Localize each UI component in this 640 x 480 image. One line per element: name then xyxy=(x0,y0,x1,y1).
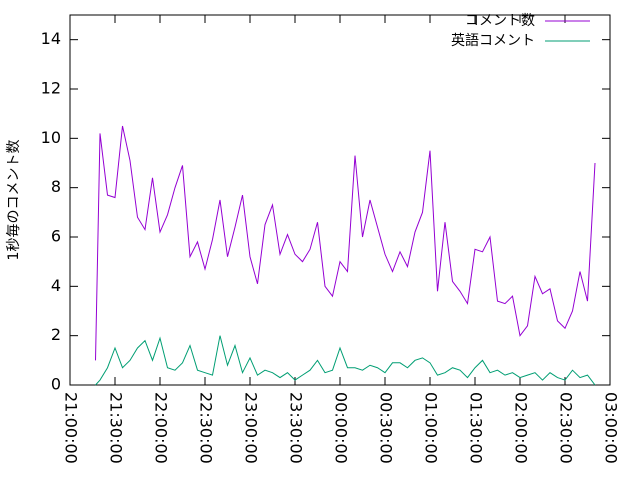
legend-label: コメント数 xyxy=(465,13,535,29)
series-line xyxy=(95,125,596,361)
y-tick-label: 2 xyxy=(51,325,61,344)
y-tick-label: 10 xyxy=(41,128,61,147)
x-tick-label: 01:30:00 xyxy=(467,392,486,464)
series-line xyxy=(95,335,596,386)
y-axis-label: 1秒毎のコメント数 xyxy=(6,140,22,261)
x-tick-label: 01:00:00 xyxy=(422,392,441,464)
x-tick-label: 21:30:00 xyxy=(107,392,126,464)
x-tick-label: 03:00:00 xyxy=(602,392,621,464)
y-tick-label: 4 xyxy=(51,276,61,295)
x-tick-label: 00:00:00 xyxy=(332,392,351,464)
x-tick-label: 02:30:00 xyxy=(557,392,576,464)
y-tick-label: 0 xyxy=(51,375,61,394)
x-tick-label: 22:00:00 xyxy=(152,392,171,464)
y-tick-label: 12 xyxy=(41,79,61,98)
y-tick-label: 8 xyxy=(51,177,61,196)
x-tick-label: 21:00:00 xyxy=(62,392,81,464)
y-tick-label: 6 xyxy=(51,227,61,246)
plot-frame xyxy=(69,14,611,386)
x-tick-label: 22:30:00 xyxy=(197,392,216,464)
x-tick-label: 02:00:00 xyxy=(512,392,531,464)
x-tick-label: 23:30:00 xyxy=(287,392,306,464)
x-tick-label: 23:00:00 xyxy=(242,392,261,464)
x-tick-label: 00:30:00 xyxy=(377,392,396,464)
y-tick-label: 14 xyxy=(41,29,61,48)
legend-label: 英語コメント xyxy=(451,32,535,49)
